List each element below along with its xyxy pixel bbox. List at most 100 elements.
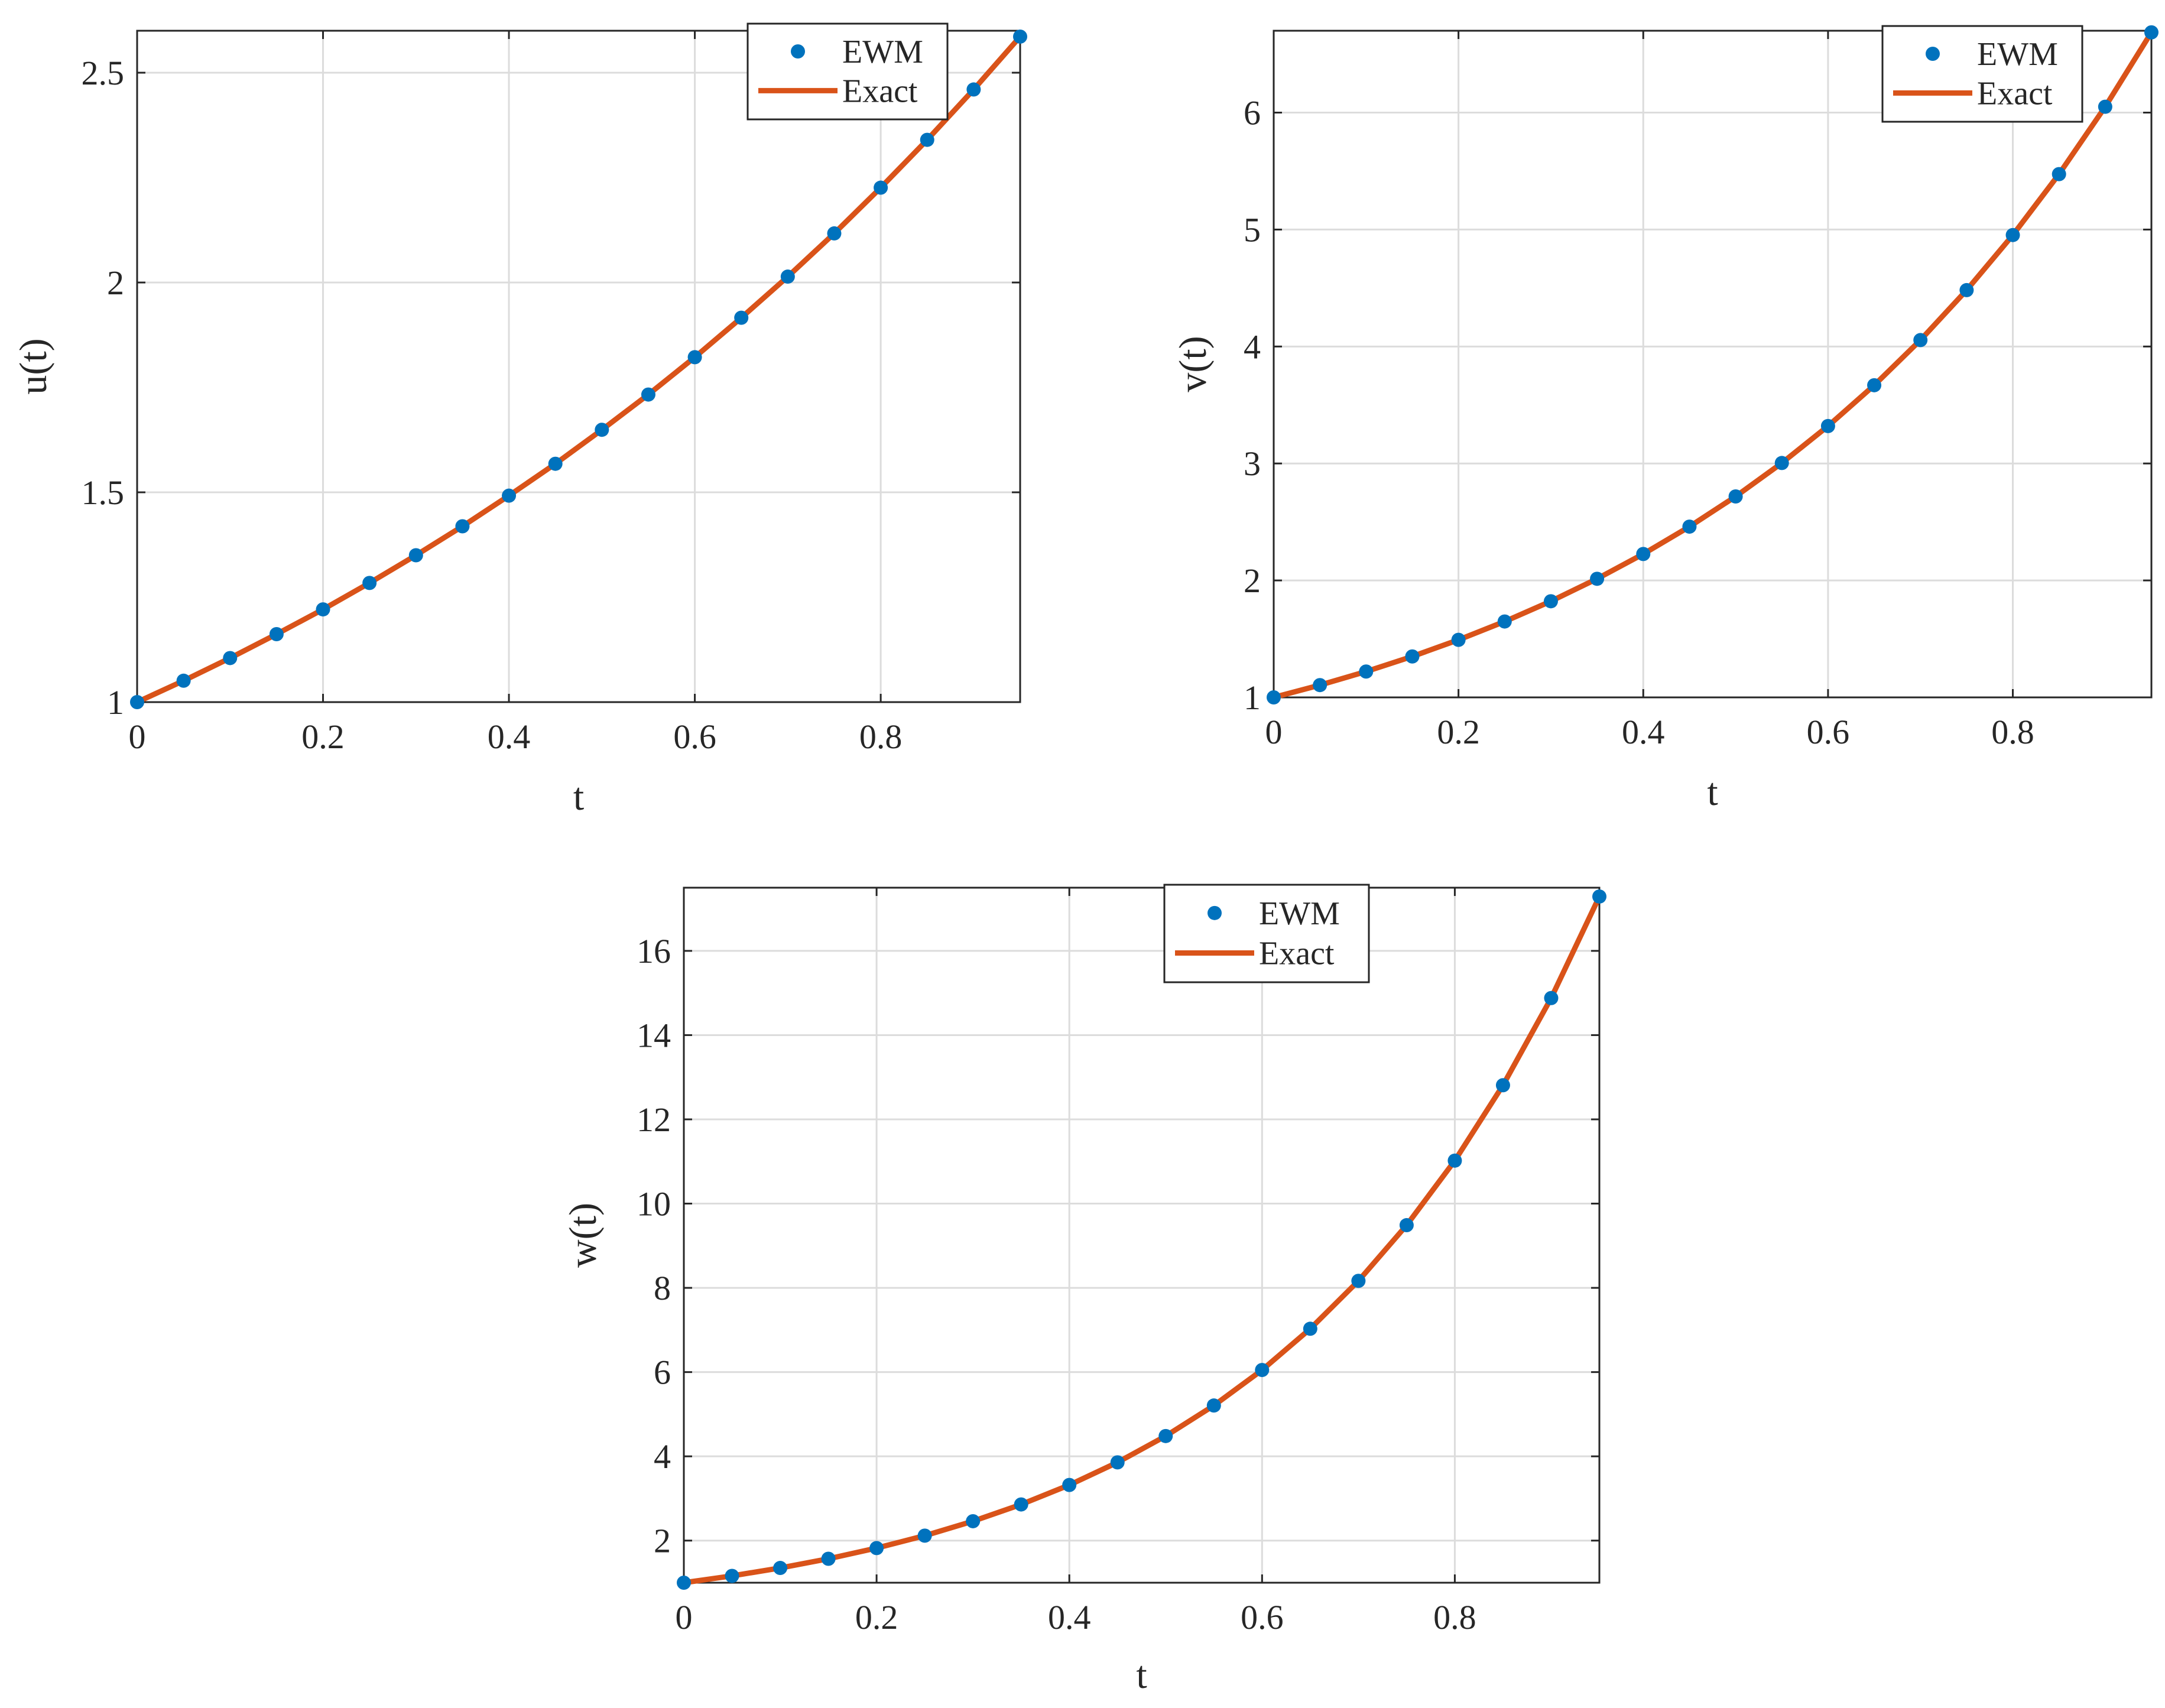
data-point-ewm (1959, 282, 1974, 297)
plot-area (137, 31, 1020, 702)
data-point-ewm (827, 226, 842, 241)
y-tick-label: 5 (1244, 210, 1261, 249)
data-point-ewm (966, 82, 981, 97)
data-point-ewm (1110, 1455, 1125, 1470)
data-point-ewm (734, 310, 749, 325)
data-point-ewm (1728, 489, 1743, 504)
data-point-ewm (1497, 614, 1512, 629)
y-tick-label: 3 (1244, 444, 1261, 483)
y-axis-label: v(t) (1171, 336, 1215, 392)
data-point-ewm (1267, 690, 1281, 704)
data-point-ewm (1303, 1321, 1317, 1336)
data-point-ewm (362, 576, 377, 590)
data-point-ewm (1062, 1478, 1077, 1492)
legend-label-ewm: EWM (842, 34, 923, 70)
y-tick-label: 14 (637, 1016, 671, 1054)
data-point-ewm (223, 651, 238, 665)
x-tick-label: 0.8 (1433, 1598, 1476, 1636)
data-point-ewm (1636, 547, 1651, 561)
x-tick-label: 0.6 (673, 717, 716, 756)
data-point-ewm (677, 1576, 691, 1590)
legend-box (1163, 884, 1370, 983)
y-tick-label: 16 (637, 932, 671, 970)
y-tick-label: 2.5 (82, 54, 125, 92)
data-point-ewm (1158, 1428, 1173, 1443)
data-point-ewm (1820, 418, 1835, 433)
plot-area (1274, 31, 2151, 697)
data-point-ewm (316, 602, 330, 617)
series-line-exact (134, 34, 1023, 705)
data-point-ewm (1544, 991, 1559, 1005)
data-point-ewm (821, 1551, 836, 1566)
data-point-ewm (269, 626, 284, 641)
x-tick-label: 0.4 (1048, 1598, 1091, 1636)
y-tick-label: 1 (1244, 678, 1261, 717)
legend-box (1881, 25, 2083, 123)
data-point-ewm (917, 1528, 932, 1543)
axes-box (683, 887, 1601, 1584)
data-point-ewm (130, 695, 144, 709)
x-tick-label: 0 (676, 1598, 693, 1636)
x-tick-label: 0.8 (1991, 713, 2034, 751)
data-point-ewm (548, 456, 563, 471)
data-point-ewm (780, 269, 795, 284)
y-tick-label: 10 (637, 1185, 671, 1223)
data-point-ewm (920, 132, 934, 147)
series-line-exact (681, 894, 1602, 1586)
data-point-ewm (966, 1514, 981, 1528)
legend: EWM Exact (1163, 884, 1370, 983)
y-tick-label: 8 (654, 1269, 671, 1307)
legend-marker-ewm (1926, 46, 1940, 61)
data-point-ewm (1399, 1218, 1414, 1233)
data-point-ewm (874, 180, 888, 195)
x-tick-label: 0.2 (855, 1598, 898, 1636)
axes-box (136, 30, 1021, 703)
plot-area (684, 888, 1599, 1583)
y-axis-label: w(t) (561, 1203, 605, 1268)
x-tick-label: 0.6 (1807, 713, 1850, 751)
x-tick-label: 0.4 (488, 717, 531, 756)
data-point-ewm (1405, 649, 1420, 664)
data-point-ewm (1774, 456, 1789, 470)
data-point-ewm (1867, 378, 1882, 392)
data-point-ewm (1359, 664, 1374, 679)
legend-label-ewm: EWM (1259, 895, 1340, 932)
legend-label-exact: Exact (1977, 75, 2053, 112)
data-point-ewm (641, 387, 655, 402)
data-point-ewm (1495, 1078, 1510, 1093)
y-tick-label: 4 (1244, 327, 1261, 366)
data-point-ewm (1543, 594, 1558, 609)
chart-panel-wt: 0 0.2 0.4 0.6 0.8 2 4 6 8 10 12 14 16 t w(t) EWM Exact (561, 884, 1606, 1697)
data-point-ewm (773, 1561, 788, 1576)
x-axis-label: t (1707, 771, 1718, 814)
data-point-ewm (2052, 167, 2066, 181)
y-tick-label: 1 (107, 683, 124, 722)
x-tick-label: 0 (1265, 713, 1283, 751)
series-line-exact (1271, 30, 2154, 700)
data-point-ewm (2144, 25, 2158, 40)
data-point-ewm (1313, 678, 1327, 693)
legend-marker-ewm (1208, 905, 1222, 920)
data-point-ewm (1014, 1497, 1028, 1512)
y-axis-label: u(t) (12, 338, 55, 394)
data-point-ewm (1351, 1274, 1366, 1288)
data-point-ewm (502, 488, 517, 503)
x-tick-label: 0.8 (859, 717, 903, 756)
data-point-ewm (1590, 572, 1605, 586)
data-point-ewm (1013, 29, 1027, 44)
data-point-ewm (2005, 228, 2020, 242)
y-tick-label: 12 (637, 1100, 671, 1139)
legend-label-ewm: EWM (1977, 36, 2058, 73)
x-tick-label: 0.2 (301, 717, 345, 756)
data-point-ewm (1913, 333, 1928, 348)
x-tick-label: 0 (129, 717, 146, 756)
x-tick-label: 0.2 (1437, 713, 1480, 751)
legend-label-exact: Exact (1259, 936, 1335, 972)
data-point-ewm (595, 423, 609, 437)
data-point-ewm (1255, 1363, 1270, 1378)
data-point-ewm (869, 1541, 884, 1556)
x-tick-label: 0.6 (1241, 1598, 1284, 1636)
data-point-ewm (1451, 632, 1466, 647)
